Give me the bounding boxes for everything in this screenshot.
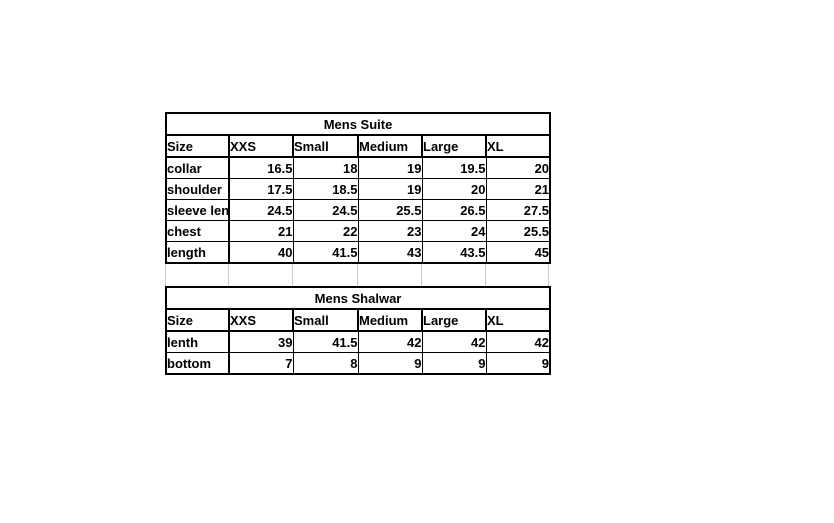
cell-value: 9 [421, 352, 487, 375]
column-header-small: Small [292, 308, 359, 332]
cell-value: 43.5 [421, 241, 487, 264]
cell-value: 24.5 [228, 199, 294, 221]
cell-value: 22 [292, 220, 359, 242]
cell-value: 25.5 [485, 220, 551, 242]
cell-value: 42 [485, 330, 551, 353]
cell-value: 19 [357, 178, 423, 200]
cell-value: 27.5 [485, 199, 551, 221]
column-header-xxs: XXS [228, 308, 294, 332]
row-label: collar [165, 156, 230, 179]
cell-value: 20 [485, 156, 551, 179]
header-row: Size XXS Small Medium Large XL [165, 134, 552, 158]
column-header-xxs: XXS [228, 134, 294, 158]
row-label: chest [165, 220, 230, 242]
cell-value: 8 [292, 352, 359, 375]
cell-value: 41.5 [292, 330, 359, 353]
column-header-large: Large [421, 308, 487, 332]
table-title-row: Mens Suite [164, 112, 552, 136]
cell-value: 23 [357, 220, 423, 242]
cell-value: 19.5 [421, 156, 487, 179]
cell-value: 17.5 [228, 178, 294, 200]
cell-value: 18 [292, 156, 359, 179]
column-header-xl: XL [484, 134, 552, 158]
cell-value: 19 [357, 156, 423, 179]
table-title: Mens Shalwar [164, 286, 552, 310]
header-row: Size XXS Small Medium Large XL [165, 308, 552, 332]
column-header-medium: Medium [357, 308, 423, 332]
table-title-row: Mens Shalwar [164, 286, 552, 310]
table-row: length 40 41.5 43 43.5 45 [165, 241, 551, 264]
cell-value: 41.5 [292, 241, 359, 264]
column-header-large: Large [421, 134, 487, 158]
table-row: collar 16.5 18 19 19.5 20 [165, 156, 551, 179]
cell-value: 24.5 [292, 199, 359, 221]
row-label: lenth [165, 330, 230, 353]
cell-value: 45 [485, 241, 551, 264]
gridline [357, 264, 358, 286]
spacer-gridlines [165, 264, 549, 286]
row-label: sleeve length [165, 199, 230, 221]
row-label: bottom [165, 352, 230, 375]
gridline [548, 264, 549, 286]
table-row: shoulder 17.5 18.5 19 20 21 [165, 178, 551, 200]
row-label: shoulder [165, 178, 230, 200]
cell-value: 7 [228, 352, 294, 375]
cell-value: 18.5 [292, 178, 359, 200]
gridline [485, 264, 486, 286]
table-row: lenth 39 41.5 42 42 42 [165, 330, 551, 353]
gridline [292, 264, 293, 286]
cell-value: 43 [357, 241, 423, 264]
column-header-small: Small [292, 134, 359, 158]
cell-value: 9 [357, 352, 423, 375]
table-row: chest 21 22 23 24 25.5 [165, 220, 551, 242]
cell-value: 26.5 [421, 199, 487, 221]
cell-value: 21 [228, 220, 294, 242]
mens-suite-table: Mens Suite Size XXS Small Medium Large X… [164, 112, 552, 264]
table-row: sleeve length 24.5 24.5 25.5 26.5 27.5 [165, 199, 551, 221]
mens-shalwar-table: Mens Shalwar Size XXS Small Medium Large… [164, 286, 552, 375]
table-title: Mens Suite [164, 112, 552, 136]
gridline [228, 264, 229, 286]
cell-value: 16.5 [228, 156, 294, 179]
cell-value: 39 [228, 330, 294, 353]
table-row: bottom 7 8 9 9 9 [165, 352, 551, 375]
cell-value: 24 [421, 220, 487, 242]
column-header-size: Size [165, 134, 230, 158]
cell-value: 21 [485, 178, 551, 200]
cell-value: 20 [421, 178, 487, 200]
gridline [165, 264, 166, 286]
cell-value: 40 [228, 241, 294, 264]
size-charts: Mens Suite Size XXS Small Medium Large X… [164, 112, 552, 375]
column-header-size: Size [165, 308, 230, 332]
gridline [421, 264, 422, 286]
column-header-medium: Medium [357, 134, 423, 158]
cell-value: 42 [421, 330, 487, 353]
cell-value: 9 [485, 352, 551, 375]
column-header-xl: XL [484, 308, 552, 332]
row-label: length [165, 241, 230, 264]
cell-value: 25.5 [357, 199, 423, 221]
cell-value: 42 [357, 330, 423, 353]
